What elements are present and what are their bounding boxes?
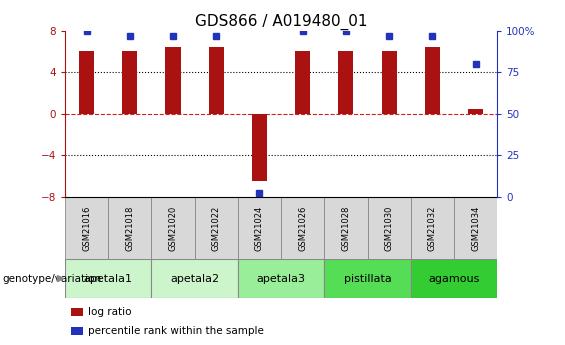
Bar	[324, 197, 368, 259]
Text: agamous: agamous	[428, 274, 480, 284]
Bar	[411, 259, 497, 298]
Bar	[166, 47, 181, 114]
Text: GSM21028: GSM21028	[341, 206, 350, 252]
Bar	[411, 197, 454, 259]
Bar	[194, 197, 238, 259]
Text: GSM21018: GSM21018	[125, 206, 134, 252]
Bar	[108, 197, 151, 259]
Bar	[65, 259, 151, 298]
Bar	[252, 114, 267, 181]
Bar	[79, 51, 94, 114]
Bar	[238, 259, 324, 298]
Title: GDS866 / A019480_01: GDS866 / A019480_01	[195, 13, 367, 30]
Bar	[425, 47, 440, 114]
Text: GSM21026: GSM21026	[298, 206, 307, 252]
Text: apetala1: apetala1	[84, 274, 133, 284]
Text: GSM21034: GSM21034	[471, 206, 480, 252]
Text: pistillata: pistillata	[344, 274, 392, 284]
Bar	[151, 197, 194, 259]
Bar	[65, 197, 108, 259]
Bar	[208, 47, 224, 114]
Bar	[381, 51, 397, 114]
Bar	[295, 51, 310, 114]
Bar	[281, 197, 324, 259]
Bar	[367, 197, 411, 259]
Text: apetala3: apetala3	[257, 274, 306, 284]
Bar	[468, 109, 483, 114]
Bar	[122, 51, 137, 114]
Text: GSM21032: GSM21032	[428, 206, 437, 252]
Text: log ratio: log ratio	[88, 307, 131, 317]
Text: GSM21030: GSM21030	[385, 206, 394, 252]
Text: percentile rank within the sample: percentile rank within the sample	[88, 326, 263, 336]
Bar	[454, 197, 497, 259]
Bar	[324, 259, 411, 298]
Bar	[338, 51, 354, 114]
Bar	[151, 259, 238, 298]
Text: apetala2: apetala2	[170, 274, 219, 284]
Bar	[238, 197, 281, 259]
Text: GSM21016: GSM21016	[82, 206, 91, 252]
Text: genotype/variation: genotype/variation	[3, 274, 102, 284]
Text: GSM21022: GSM21022	[212, 206, 221, 251]
Text: GSM21024: GSM21024	[255, 206, 264, 251]
Text: GSM21020: GSM21020	[168, 206, 177, 251]
